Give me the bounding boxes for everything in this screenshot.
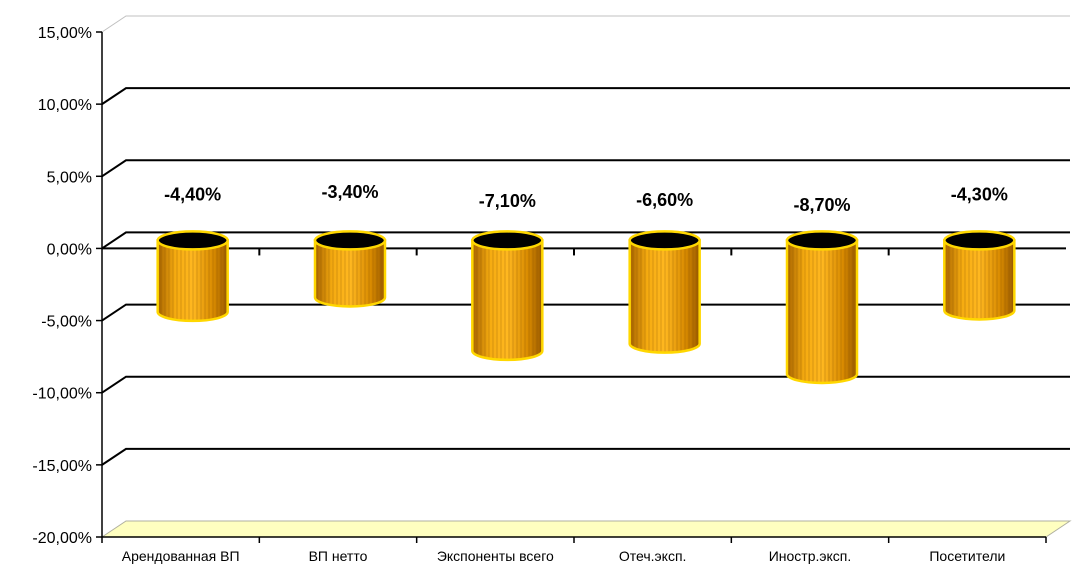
bars xyxy=(156,230,1016,385)
gridline xyxy=(101,375,1070,394)
chart-floor xyxy=(100,520,1072,538)
axes xyxy=(101,32,1066,538)
bar xyxy=(785,230,859,385)
bar-stripes xyxy=(157,240,228,321)
x-category-label: Отеч.эксп. xyxy=(619,548,687,564)
bar xyxy=(628,230,701,354)
data-labels: -4,40% -3,40% -7,10% -6,60% -8,70% -4,30% xyxy=(164,182,1008,215)
y-tick-label: -20,00% xyxy=(32,530,92,547)
x-category-label: ВП нетто xyxy=(309,548,368,564)
data-label: -4,40% xyxy=(164,185,221,205)
bar-stripes xyxy=(944,240,1015,320)
gridline xyxy=(101,447,1070,466)
data-label: -8,70% xyxy=(793,195,850,215)
y-tick-label: 10,00% xyxy=(38,97,92,114)
gridline xyxy=(101,303,1070,322)
bar-top xyxy=(471,230,544,251)
data-label: -4,30% xyxy=(951,184,1008,204)
y-tick-label: -15,00% xyxy=(32,458,92,475)
bar xyxy=(313,230,387,308)
bar-outline xyxy=(628,239,701,354)
bar-outline xyxy=(943,239,1016,321)
data-label: -7,10% xyxy=(479,191,536,211)
bar xyxy=(471,230,544,362)
bar xyxy=(943,230,1016,321)
bar-outline xyxy=(785,239,859,385)
gridline xyxy=(101,231,1070,250)
bar-outline xyxy=(313,239,387,308)
bar-outline xyxy=(471,239,544,362)
y-tick-label: -10,00% xyxy=(32,386,92,403)
bar-stripes xyxy=(472,240,543,360)
bar-top xyxy=(628,230,701,251)
back-wall-top-edge xyxy=(101,15,1070,33)
bar xyxy=(156,230,229,323)
bar-top xyxy=(156,230,229,251)
bar-top xyxy=(943,230,1016,251)
x-category-label: Экспоненты всего xyxy=(437,548,554,564)
bar-outline xyxy=(156,239,229,323)
y-tick-label: 0,00% xyxy=(47,241,92,258)
x-category-label: Арендованная ВП xyxy=(122,548,240,564)
y-tick-label: 15,00% xyxy=(38,25,92,42)
gridline xyxy=(101,87,1070,105)
bar-stripes xyxy=(787,240,857,383)
y-axis-tick-labels: 15,00% 10,00% 5,00% 0,00% -5,00% -10,00% -15,0… xyxy=(32,25,102,547)
bar-stripes xyxy=(315,240,385,307)
y-tick-label: -5,00% xyxy=(41,314,92,331)
y-tick-label: 5,00% xyxy=(47,169,92,186)
plot-walls xyxy=(100,15,1072,538)
bar-top xyxy=(785,230,859,251)
bar-top xyxy=(313,230,387,251)
data-label: -6,60% xyxy=(636,190,693,210)
grid-lines xyxy=(101,87,1070,466)
gridline xyxy=(101,159,1070,178)
x-axis-category-labels: Арендованная ВП ВП нетто Экспоненты всего О… xyxy=(101,537,1047,564)
data-label: -3,40% xyxy=(321,182,378,202)
x-category-label: Иностр.эксп. xyxy=(769,548,852,564)
bar-stripes xyxy=(629,240,700,353)
x-category-label: Посетители xyxy=(929,548,1005,564)
